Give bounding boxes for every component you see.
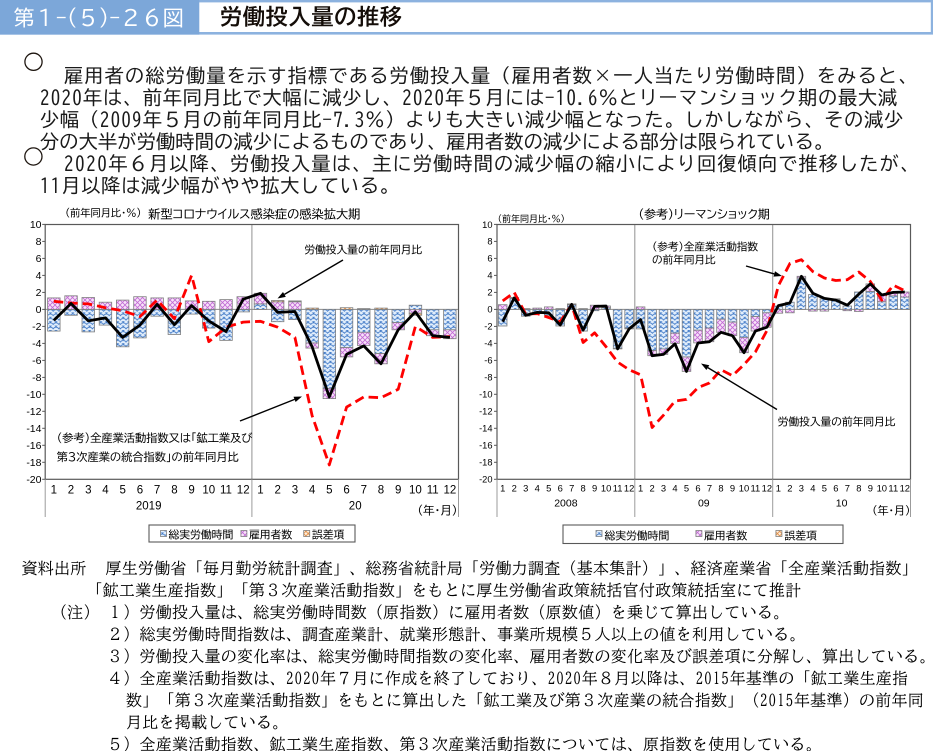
svg-text:9: 9 <box>592 483 597 494</box>
svg-text:2: 2 <box>274 485 280 497</box>
svg-text:-2: -2 <box>484 322 492 332</box>
svg-text:-4: -4 <box>32 338 41 350</box>
svg-text:5: 5 <box>822 483 827 494</box>
svg-text:7: 7 <box>361 485 367 497</box>
svg-text:12: 12 <box>762 483 772 494</box>
svg-text:-18: -18 <box>26 457 41 469</box>
svg-text:1: 1 <box>500 483 505 494</box>
svg-text:10: 10 <box>409 485 422 497</box>
svg-text:8: 8 <box>36 236 42 248</box>
svg-text:4: 4 <box>102 485 109 497</box>
svg-text:11: 11 <box>427 485 439 497</box>
svg-text:10: 10 <box>601 483 611 494</box>
svg-text:4: 4 <box>36 270 42 282</box>
svg-text:12: 12 <box>444 485 457 497</box>
svg-text:3: 3 <box>292 485 298 497</box>
svg-text:8: 8 <box>856 483 861 494</box>
svg-text:20: 20 <box>349 501 362 513</box>
svg-text:11: 11 <box>220 485 232 497</box>
svg-text:12: 12 <box>624 483 634 494</box>
svg-text:10: 10 <box>30 219 42 231</box>
svg-text:9: 9 <box>868 483 873 494</box>
svg-text:6: 6 <box>487 254 492 264</box>
svg-text:10: 10 <box>836 498 848 510</box>
svg-text:3: 3 <box>85 485 91 497</box>
svg-text:5: 5 <box>119 485 125 497</box>
svg-text:11: 11 <box>613 483 623 494</box>
svg-text:8: 8 <box>378 485 384 497</box>
svg-text:5: 5 <box>546 483 551 494</box>
svg-text:8: 8 <box>580 483 585 494</box>
svg-text:9: 9 <box>730 483 735 494</box>
svg-text:11: 11 <box>751 483 761 494</box>
svg-text:12: 12 <box>237 485 250 497</box>
svg-text:-6: -6 <box>32 355 41 367</box>
svg-text:2: 2 <box>68 485 74 497</box>
svg-text:4: 4 <box>309 485 316 497</box>
svg-text:6: 6 <box>833 483 838 494</box>
svg-text:4: 4 <box>535 483 540 494</box>
svg-text:7: 7 <box>707 483 712 494</box>
svg-text:3: 3 <box>523 483 528 494</box>
svg-text:3: 3 <box>661 483 666 494</box>
svg-text:10: 10 <box>877 483 887 494</box>
svg-text:-14: -14 <box>479 424 492 434</box>
svg-text:3: 3 <box>799 483 804 494</box>
svg-text:-2: -2 <box>32 321 41 333</box>
svg-text:0: 0 <box>487 305 492 315</box>
svg-text:6: 6 <box>343 485 349 497</box>
svg-text:10: 10 <box>739 483 749 494</box>
svg-text:10: 10 <box>202 485 215 497</box>
svg-text:-4: -4 <box>484 339 492 349</box>
svg-text:8: 8 <box>171 485 177 497</box>
svg-text:5: 5 <box>326 485 332 497</box>
svg-text:6: 6 <box>695 483 700 494</box>
svg-text:10: 10 <box>482 220 492 230</box>
svg-text:2: 2 <box>36 287 42 299</box>
svg-text:2: 2 <box>487 288 492 298</box>
svg-text:-12: -12 <box>479 407 492 417</box>
svg-text:-12: -12 <box>26 406 41 418</box>
svg-text:1: 1 <box>51 485 57 497</box>
svg-text:2: 2 <box>512 483 517 494</box>
svg-text:0: 0 <box>36 304 42 316</box>
svg-text:7: 7 <box>569 483 574 494</box>
svg-text:-18: -18 <box>479 458 492 468</box>
svg-text:-8: -8 <box>484 373 492 383</box>
svg-text:5: 5 <box>684 483 689 494</box>
svg-text:1: 1 <box>638 483 643 494</box>
svg-text:09: 09 <box>698 498 710 510</box>
svg-text:-8: -8 <box>32 372 41 384</box>
svg-text:6: 6 <box>137 485 143 497</box>
svg-text:2019: 2019 <box>136 501 162 513</box>
svg-text:-16: -16 <box>479 441 492 451</box>
svg-text:7: 7 <box>845 483 850 494</box>
svg-text:6: 6 <box>558 483 563 494</box>
svg-text:6: 6 <box>36 253 42 265</box>
svg-text:2: 2 <box>787 483 792 494</box>
svg-text:-20: -20 <box>479 475 492 485</box>
svg-text:4: 4 <box>672 483 677 494</box>
svg-text:4: 4 <box>487 271 492 281</box>
svg-text:1: 1 <box>776 483 781 494</box>
svg-text:11: 11 <box>888 483 898 494</box>
svg-text:-10: -10 <box>479 390 492 400</box>
svg-text:4: 4 <box>810 483 815 494</box>
svg-text:8: 8 <box>487 237 492 247</box>
svg-text:12: 12 <box>900 483 910 494</box>
svg-text:8: 8 <box>718 483 723 494</box>
svg-text:7: 7 <box>154 485 160 497</box>
svg-text:-20: -20 <box>26 474 41 486</box>
svg-text:1: 1 <box>257 485 263 497</box>
svg-text:-16: -16 <box>26 440 41 452</box>
svg-text:2008: 2008 <box>554 498 578 510</box>
svg-text:-6: -6 <box>484 356 492 366</box>
svg-text:9: 9 <box>395 485 401 497</box>
svg-text:-14: -14 <box>26 423 41 435</box>
svg-text:9: 9 <box>188 485 194 497</box>
svg-text:-10: -10 <box>26 389 41 401</box>
svg-text:2: 2 <box>649 483 654 494</box>
